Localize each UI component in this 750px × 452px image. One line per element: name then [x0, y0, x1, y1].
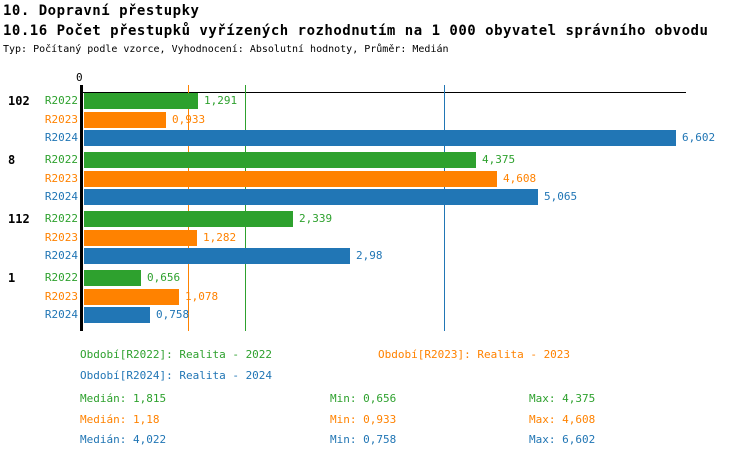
- max-stat-r2023: Max: 4,608: [529, 413, 596, 426]
- bar-value-label: 1,282: [203, 231, 237, 244]
- series-row-label-r2024: R2024: [44, 308, 78, 321]
- bar-r2024-8: [84, 189, 538, 205]
- min-stat-r2024: Min: 0,758: [330, 433, 397, 446]
- category-label-112: 112: [8, 212, 30, 226]
- median-stat-r2022: Medián: 1,815: [80, 392, 167, 405]
- series-row-label-r2023: R2023: [44, 113, 78, 126]
- bar-value-label: 1,078: [185, 290, 219, 303]
- series-row-label-r2024: R2024: [44, 249, 78, 262]
- bar-r2024-102: [84, 130, 676, 146]
- bar-value-label: 0,933: [172, 113, 206, 126]
- series-row-label-r2023: R2023: [44, 231, 78, 244]
- bar-value-label: 4,375: [482, 153, 516, 166]
- legend-item-r2023: Období[R2023]: Realita - 2023: [378, 348, 571, 361]
- min-stat-r2023: Min: 0,933: [330, 413, 397, 426]
- max-stat-r2024: Max: 6,602: [529, 433, 596, 446]
- legend-item-r2024: Období[R2024]: Realita - 2024: [80, 369, 273, 382]
- bar-r2022-8: [84, 152, 476, 168]
- bar-r2022-102: [84, 93, 198, 109]
- median-line-r2023: [188, 85, 189, 331]
- category-label-8: 8: [8, 153, 16, 167]
- indicator-title: 10.16 Počet přestupků vyřízených rozhodn…: [3, 23, 709, 39]
- legend-item-r2022: Období[R2022]: Realita - 2022: [80, 348, 273, 361]
- series-row-label-r2022: R2022: [44, 271, 78, 284]
- category-label-1: 1: [8, 271, 16, 285]
- series-row-label-r2022: R2022: [44, 212, 78, 225]
- median-stat-r2024: Medián: 4,022: [80, 433, 167, 446]
- series-row-label-r2024: R2024: [44, 131, 78, 144]
- category-label-102: 102: [8, 94, 30, 108]
- bar-value-label: 4,608: [503, 172, 537, 185]
- bar-r2023-112: [84, 230, 197, 246]
- bar-value-label: 2,339: [299, 212, 333, 225]
- bar-value-label: 1,291: [204, 94, 238, 107]
- max-stat-r2022: Max: 4,375: [529, 392, 596, 405]
- bar-value-label: 2,98: [356, 249, 383, 262]
- series-row-label-r2023: R2023: [44, 290, 78, 303]
- bar-r2023-8: [84, 171, 497, 187]
- median-line-r2024: [444, 85, 445, 331]
- bar-r2024-1: [84, 307, 150, 323]
- y-axis-line: [80, 85, 83, 331]
- bar-r2022-1: [84, 270, 141, 286]
- median-line-r2022: [245, 85, 246, 331]
- report-title: 10. Dopravní přestupky: [3, 3, 200, 19]
- bar-r2023-1: [84, 289, 179, 305]
- indicator-meta: Typ: Počítaný podle vzorce, Vyhodnocení:…: [3, 44, 449, 55]
- x-axis-origin-tick-label: 0: [76, 71, 83, 84]
- x-axis-line: [80, 92, 686, 93]
- series-row-label-r2024: R2024: [44, 190, 78, 203]
- series-row-label-r2022: R2022: [44, 153, 78, 166]
- bar-r2024-112: [84, 248, 350, 264]
- bar-value-label: 0,758: [156, 308, 190, 321]
- min-stat-r2022: Min: 0,656: [330, 392, 397, 405]
- bar-r2022-112: [84, 211, 293, 227]
- series-row-label-r2023: R2023: [44, 172, 78, 185]
- bar-value-label: 6,602: [682, 131, 716, 144]
- bar-r2023-102: [84, 112, 166, 128]
- bar-value-label: 0,656: [147, 271, 181, 284]
- median-stat-r2023: Medián: 1,18: [80, 413, 160, 426]
- bar-value-label: 5,065: [544, 190, 578, 203]
- series-row-label-r2022: R2022: [44, 94, 78, 107]
